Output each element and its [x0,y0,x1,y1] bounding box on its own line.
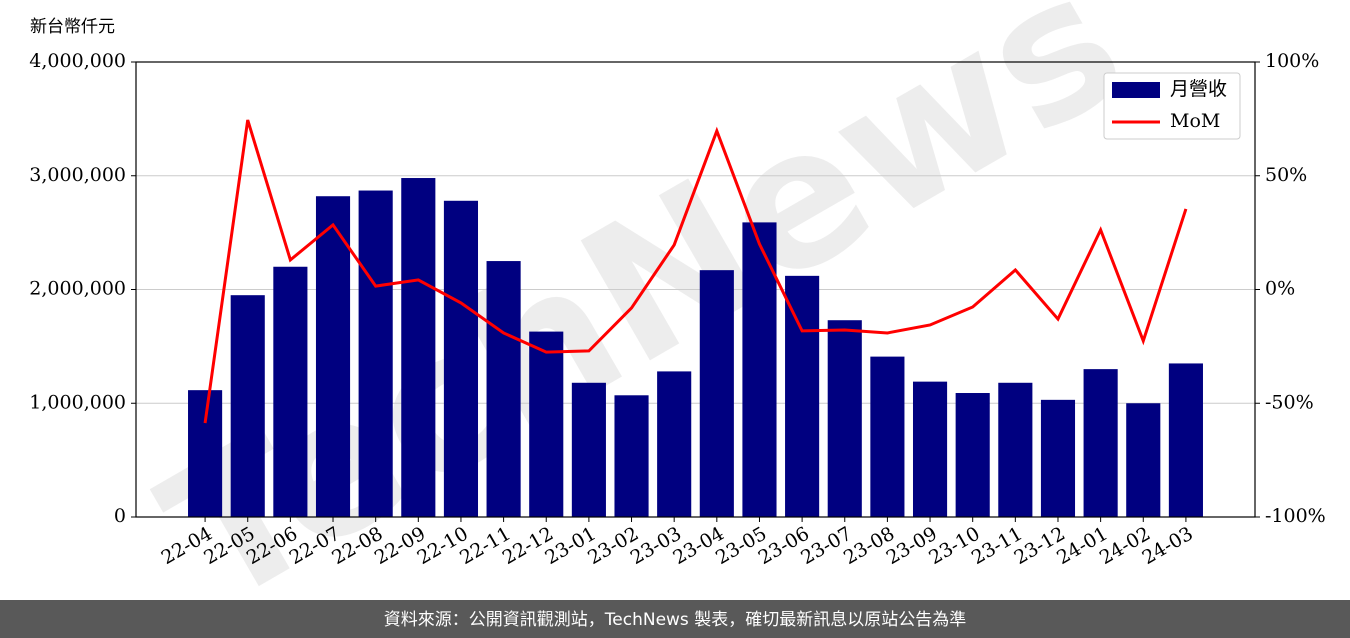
y2-tick-label: 100% [1265,50,1319,72]
bar [998,382,1033,517]
footer: 資料來源：公開資訊觀測站，TechNews 製表，確切最新訊息以原站公告為準 [384,610,966,630]
y2-tick-label: 50% [1265,164,1307,186]
legend-label: MoM [1170,110,1220,132]
legend-label: 月營收 [1170,78,1227,100]
bar [827,320,862,517]
bar [1040,399,1076,517]
bar [742,222,777,517]
y-tick-label: 3,000,000 [29,164,126,186]
bar [529,331,564,517]
bar [870,356,905,517]
y2-tick-label: -50% [1265,391,1314,413]
legend-swatch [1112,82,1160,98]
bar [188,390,223,517]
y-tick-label: 1,000,000 [29,391,126,413]
bar [785,275,820,517]
bar [358,190,393,517]
bar [315,196,351,517]
y-tick-label: 2,000,000 [29,278,126,300]
bar [230,295,265,517]
bar [571,382,606,517]
bar [1126,403,1161,517]
bar [443,200,479,517]
y-axis-label: 新台幣仟元 [30,17,115,37]
y2-tick-label: -100% [1265,505,1326,527]
y2-tick-label: 0% [1265,278,1295,300]
bar [699,270,734,517]
bar [955,393,990,517]
bar [657,371,692,517]
bar [614,395,649,517]
bar [401,178,436,517]
bar [1168,363,1203,517]
bar [1083,369,1118,517]
bar [486,261,521,517]
y-tick-label: 0 [114,505,126,527]
y-tick-label: 4,000,000 [29,50,126,72]
bar [273,266,308,517]
line [203,119,1188,424]
bar [912,381,948,517]
plot-frame [135,61,1256,518]
footer-bar [0,600,1350,638]
